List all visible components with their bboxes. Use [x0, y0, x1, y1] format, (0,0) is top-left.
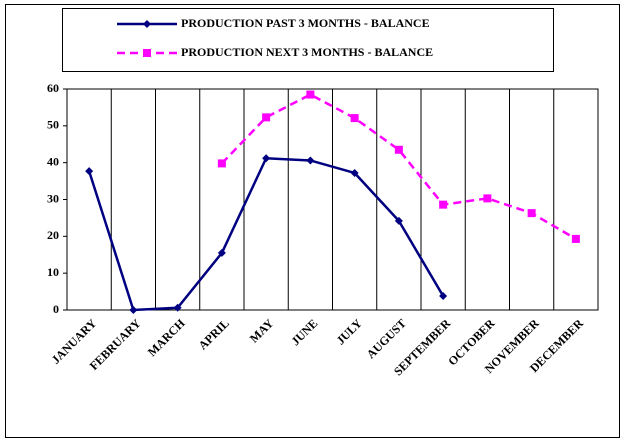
- point: [571, 234, 580, 243]
- point: [262, 154, 271, 163]
- point: [306, 90, 315, 99]
- y-tick-label: 40: [47, 154, 59, 168]
- point: [394, 216, 403, 225]
- y-tick-label: 20: [47, 228, 59, 242]
- point: [217, 248, 226, 257]
- point: [350, 168, 359, 177]
- point: [527, 209, 536, 218]
- point: [85, 167, 94, 176]
- y-tick-label: 30: [47, 191, 59, 205]
- y-tick-label: 10: [47, 265, 59, 279]
- legend-label: PRODUCTION NEXT 3 MONTHS - BALANCE: [181, 45, 433, 59]
- point: [217, 159, 226, 168]
- series-line: [220, 93, 577, 240]
- point: [129, 306, 138, 314]
- point: [173, 303, 182, 312]
- point: [483, 194, 492, 203]
- legend-label: PRODUCTION PAST 3 MONTHS - BALANCE: [181, 16, 430, 30]
- point: [143, 20, 151, 28]
- point: [306, 156, 315, 165]
- point: [439, 200, 448, 209]
- chart-border: [5, 4, 620, 438]
- y-tick-label: 0: [53, 302, 59, 316]
- point: [143, 49, 151, 57]
- legend-box: [62, 8, 554, 72]
- point: [439, 292, 448, 301]
- point: [262, 113, 271, 122]
- y-tick-label: 50: [47, 118, 59, 132]
- point: [350, 114, 359, 123]
- y-tick-label: 60: [47, 81, 59, 95]
- point: [394, 145, 403, 154]
